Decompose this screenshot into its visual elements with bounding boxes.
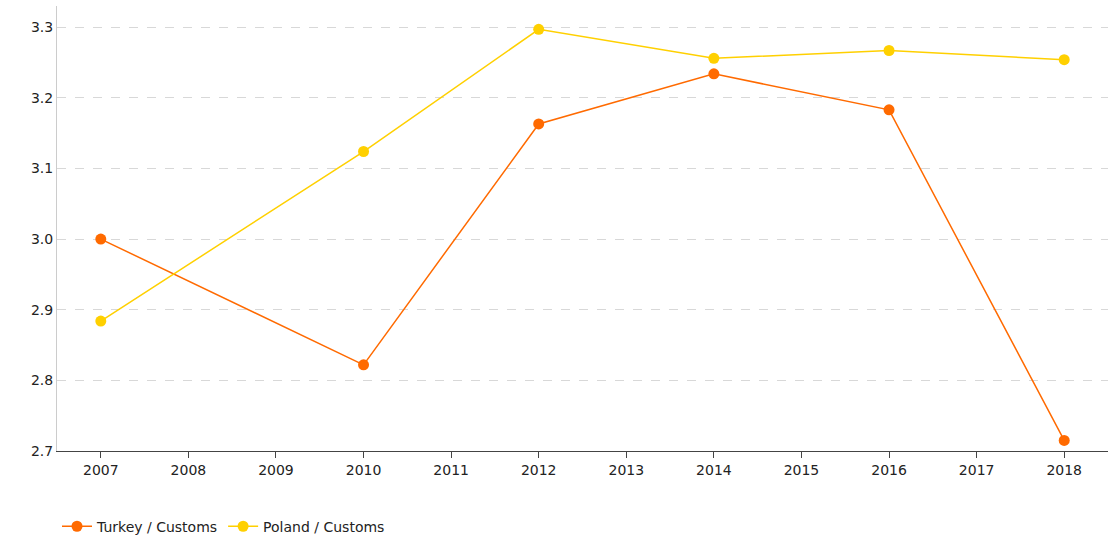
svg-text:Poland / Customs: Poland / Customs [263,519,384,535]
svg-text:3.2: 3.2 [31,90,53,106]
svg-text:2016: 2016 [871,462,907,478]
svg-text:2018: 2018 [1046,462,1082,478]
svg-text:3.1: 3.1 [31,160,53,176]
svg-text:Turkey / Customs: Turkey / Customs [96,519,217,535]
svg-text:2010: 2010 [346,462,382,478]
svg-text:3.3: 3.3 [31,19,53,35]
svg-text:2009: 2009 [258,462,294,478]
svg-text:2008: 2008 [171,462,207,478]
svg-text:2012: 2012 [521,462,557,478]
svg-text:2011: 2011 [433,462,469,478]
svg-text:2013: 2013 [608,462,644,478]
svg-text:2015: 2015 [784,462,820,478]
svg-text:2.8: 2.8 [31,372,53,388]
svg-text:2017: 2017 [959,462,995,478]
svg-text:2.7: 2.7 [31,443,53,459]
svg-text:2.9: 2.9 [31,302,53,318]
svg-text:3.0: 3.0 [31,231,53,247]
svg-text:2014: 2014 [696,462,732,478]
svg-text:2007: 2007 [83,462,119,478]
